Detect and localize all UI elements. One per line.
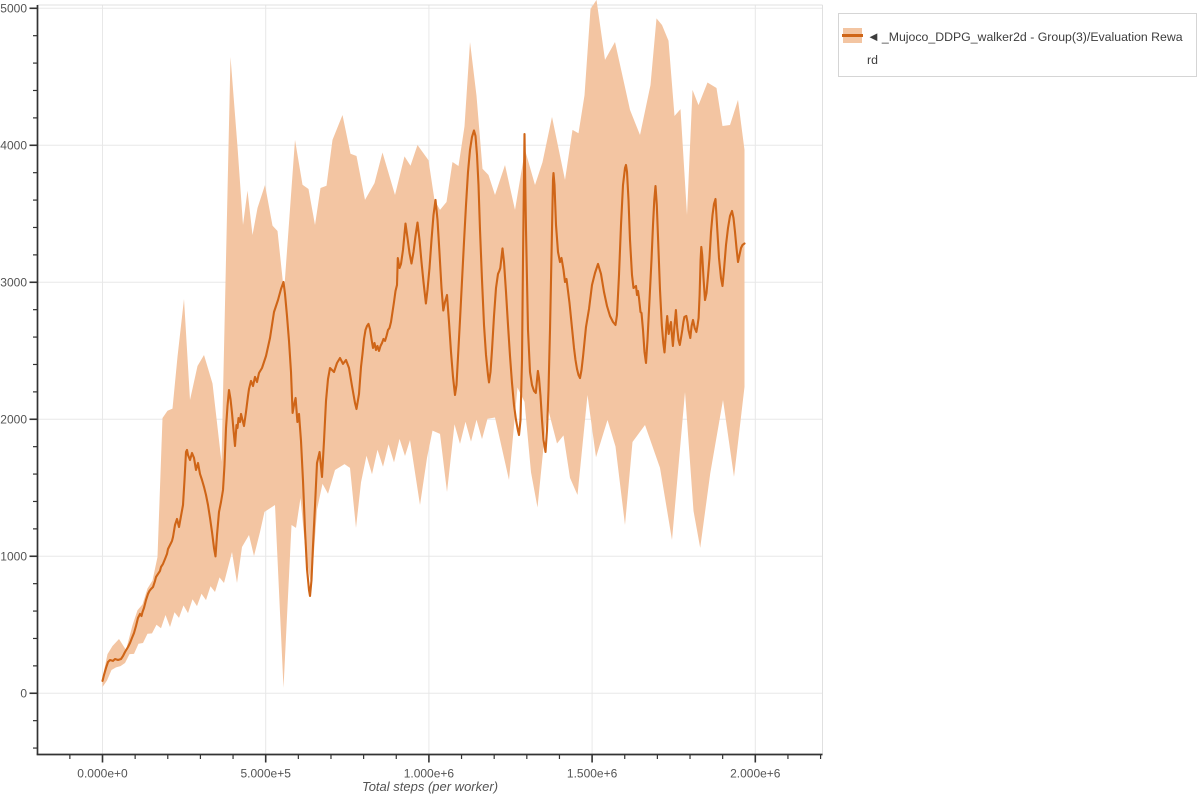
- tick-labels: 0 1000 2000 3000 4000 5000 0.000e+0 5.000e+5 1.0…: [0, 1, 781, 780]
- x-tick-label: 1.500e+6: [567, 767, 618, 781]
- y-tick-label: 3000: [0, 275, 27, 289]
- mean-reward-line: [101, 129, 746, 682]
- legend-item-evaluation-reward[interactable]: ◄_Mujoco_DDPG_walker2d - Group(3)/Evalua…: [839, 14, 1196, 76]
- x-tick-label: 0.000e+0: [77, 767, 128, 781]
- y-tick-label: 0: [20, 686, 27, 700]
- legend-series-swatch-icon: [842, 28, 863, 43]
- confidence-band-area: [102, 0, 745, 688]
- y-tick-label: 1000: [0, 549, 27, 563]
- mean-reward-path: [101, 129, 746, 682]
- plot-border: [37, 4, 823, 755]
- x-tick-label: 5.000e+5: [241, 767, 292, 781]
- legend-collapse-icon: ◄: [867, 29, 882, 44]
- confidence-band: [102, 0, 745, 688]
- x-tick-label: 2.000e+6: [730, 767, 781, 781]
- tick-marks: [29, 7, 822, 763]
- y-tick-label: 2000: [0, 412, 27, 426]
- y-tick-label: 4000: [0, 138, 27, 152]
- x-tick-label: 1.000e+6: [404, 767, 455, 781]
- y-tick-label: 5000: [0, 1, 27, 15]
- legend: ◄_Mujoco_DDPG_walker2d - Group(3)/Evalua…: [838, 13, 1197, 77]
- legend-series-label: ◄_Mujoco_DDPG_walker2d - Group(3)/Evalua…: [867, 29, 1183, 67]
- x-axis-title: Total steps (per worker): [361, 779, 499, 794]
